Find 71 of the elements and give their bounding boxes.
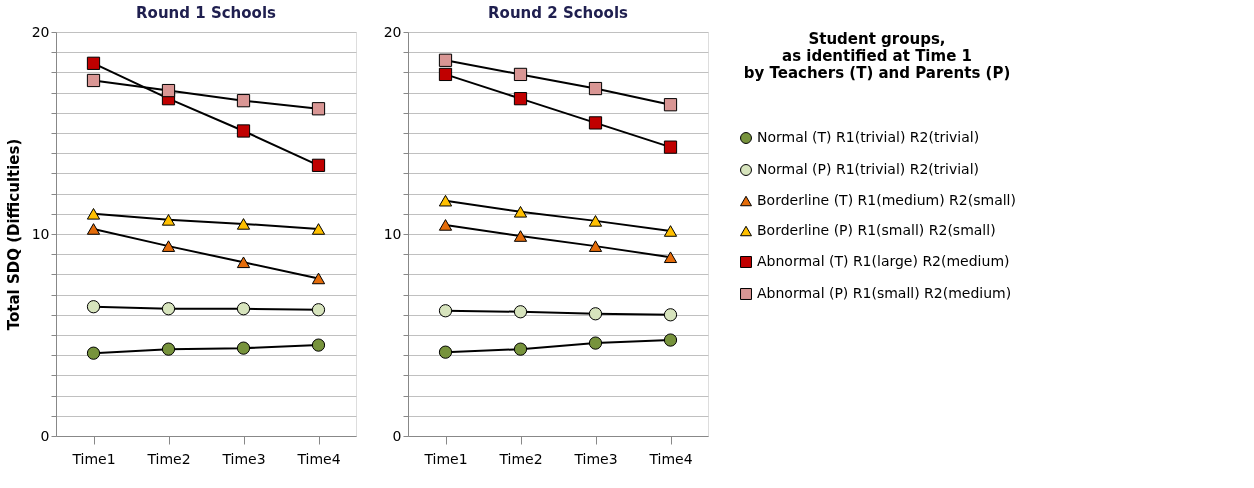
x-tick-label: Time4 bbox=[296, 450, 341, 467]
point bbox=[588, 240, 603, 252]
point bbox=[236, 256, 251, 269]
point bbox=[438, 219, 453, 231]
x-tick-label: Time1 bbox=[71, 450, 116, 467]
y-tick-label: 0 bbox=[392, 427, 402, 444]
legend-label: Borderline (T) R1(medium) R2(small) bbox=[757, 192, 1016, 208]
point bbox=[588, 215, 603, 227]
point bbox=[311, 303, 326, 317]
point bbox=[513, 230, 528, 242]
point bbox=[236, 94, 251, 108]
point bbox=[86, 56, 101, 70]
point bbox=[438, 304, 453, 318]
point bbox=[161, 302, 176, 316]
point bbox=[236, 302, 251, 316]
x-tick-label: Time3 bbox=[221, 450, 266, 467]
legend-title: Student groups, as identified at Time 1 by Teachers (T) and Parents (P) bbox=[743, 30, 1011, 82]
x-tick-label: Time3 bbox=[573, 450, 618, 467]
chart-title: Round 1 Schools bbox=[136, 4, 277, 22]
point bbox=[86, 346, 101, 360]
point bbox=[588, 307, 603, 321]
point bbox=[86, 208, 101, 220]
x-tick-label: Time4 bbox=[648, 450, 693, 467]
point bbox=[311, 223, 326, 235]
legend-label: Normal (P) R1(trivial) R2(trivial) bbox=[757, 161, 980, 177]
point bbox=[663, 308, 678, 322]
y-tick-label: 10 bbox=[383, 225, 402, 242]
point bbox=[438, 53, 453, 67]
point bbox=[236, 218, 251, 230]
legend-label: Abnormal (T) R1(large) R2(medium) bbox=[757, 253, 1010, 269]
y-tick-label: 20 bbox=[31, 23, 50, 40]
point bbox=[663, 333, 678, 347]
point bbox=[588, 81, 603, 96]
chart-title: Round 2 Schools bbox=[488, 4, 629, 22]
point bbox=[663, 140, 678, 154]
legend-label: Borderline (P) R1(small) R2(small) bbox=[757, 222, 996, 238]
point bbox=[438, 194, 453, 207]
point bbox=[311, 102, 326, 116]
legend-label: Normal (T) R1(trivial) R2(trivial) bbox=[757, 129, 980, 145]
point bbox=[588, 336, 603, 350]
point bbox=[513, 305, 528, 319]
point bbox=[86, 73, 101, 88]
x-tick-label: Time2 bbox=[498, 450, 543, 467]
point bbox=[438, 345, 453, 359]
point bbox=[513, 205, 528, 218]
point bbox=[513, 92, 528, 106]
point bbox=[311, 272, 326, 285]
point bbox=[311, 158, 326, 172]
point bbox=[236, 341, 251, 355]
point bbox=[438, 67, 453, 82]
point bbox=[161, 214, 176, 226]
y-tick-label: 10 bbox=[31, 225, 50, 242]
point bbox=[161, 83, 176, 98]
point bbox=[588, 116, 603, 130]
point bbox=[86, 223, 101, 235]
point bbox=[161, 342, 176, 356]
point bbox=[513, 67, 528, 82]
x-tick-label: Time1 bbox=[423, 450, 468, 467]
point bbox=[236, 124, 251, 138]
x-tick-label: Time2 bbox=[146, 450, 191, 467]
y-tick-label: 20 bbox=[383, 23, 402, 40]
y-axis-title: Total SDQ (Difficulties) bbox=[4, 138, 23, 331]
point bbox=[311, 338, 326, 352]
point bbox=[86, 300, 101, 314]
point bbox=[513, 342, 528, 356]
point bbox=[663, 98, 678, 112]
legend-label: Abnormal (P) R1(small) R2(medium) bbox=[757, 285, 1012, 301]
point bbox=[663, 225, 678, 237]
point bbox=[161, 240, 176, 252]
y-tick-label: 0 bbox=[40, 427, 50, 444]
point bbox=[663, 251, 678, 264]
